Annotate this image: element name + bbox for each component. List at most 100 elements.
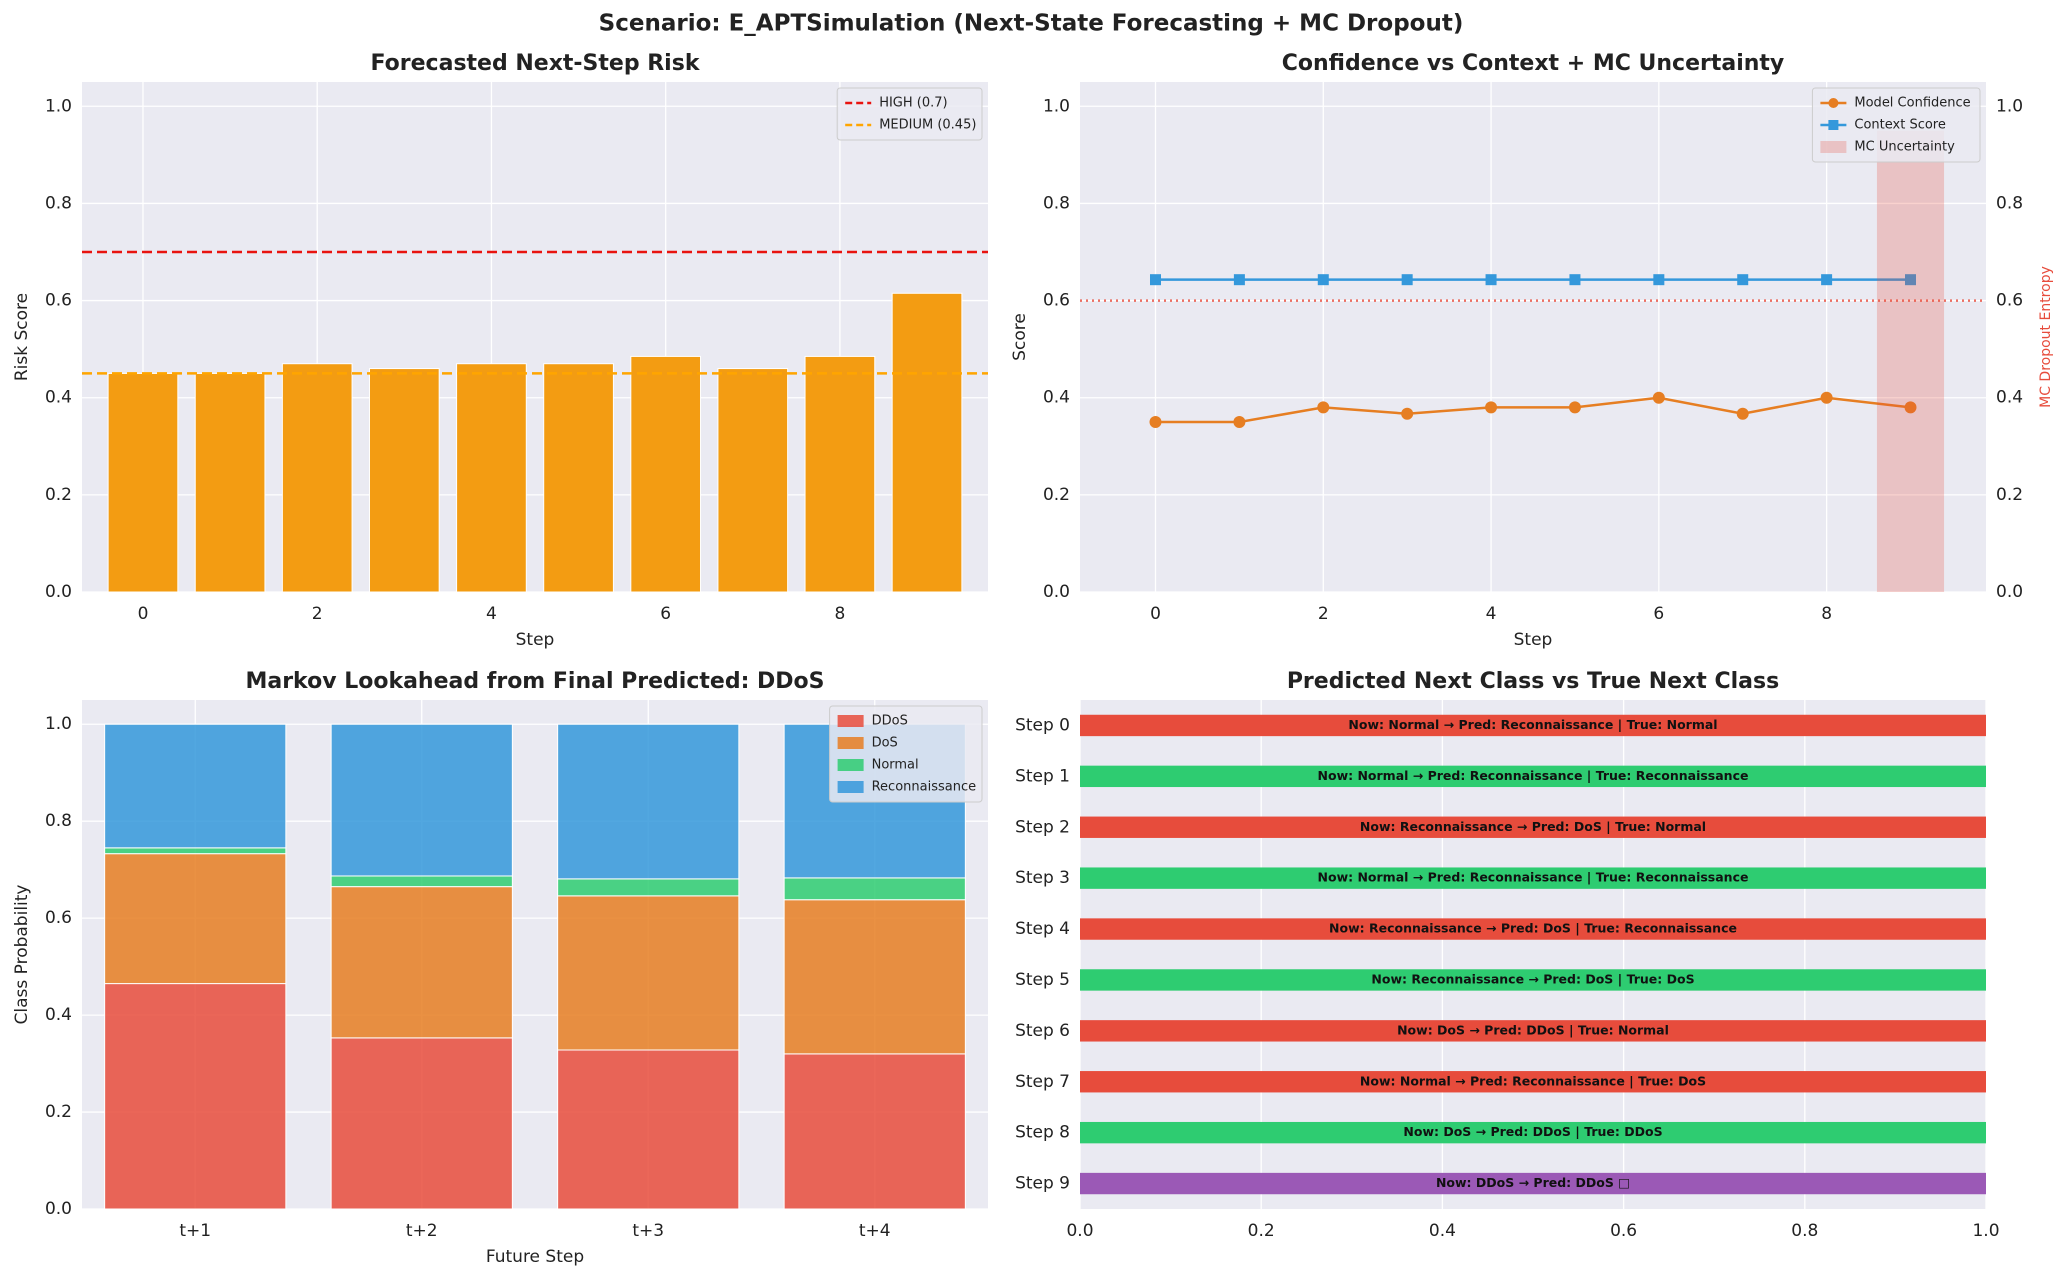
y-tick-label: 0.4 bbox=[45, 388, 72, 408]
bar bbox=[717, 368, 789, 593]
bar bbox=[1080, 918, 1986, 940]
legend-marker bbox=[1828, 120, 1839, 130]
y-tick-label: 1.0 bbox=[1043, 96, 1070, 116]
y-tick-label: 0.8 bbox=[45, 811, 72, 831]
y-tick-label: Step 7 bbox=[1015, 1072, 1070, 1092]
y-tick-label: 0.6 bbox=[45, 908, 72, 928]
legend-box bbox=[1811, 87, 1981, 163]
bar-annotation: Now: DoS → Pred: DDoS | True: DDoS bbox=[1403, 1124, 1662, 1139]
bar-segment bbox=[330, 886, 513, 1039]
bar-annotation: Now: Reconnaissance → Pred: DoS | True: … bbox=[1360, 819, 1706, 834]
marker bbox=[1821, 274, 1833, 286]
y-tick-label: 0.2 bbox=[45, 485, 72, 505]
bar bbox=[804, 355, 876, 593]
x-tick-label: 8 bbox=[1821, 604, 1832, 624]
x-tick-label: 0 bbox=[1150, 604, 1161, 624]
bar bbox=[194, 372, 266, 593]
y-axis-label: Class Probability bbox=[12, 885, 32, 1025]
legend-box bbox=[836, 87, 983, 141]
bar bbox=[1080, 1071, 1986, 1093]
x-tick-label: 0.0 bbox=[1066, 1221, 1093, 1241]
x-tick-label: t+4 bbox=[859, 1221, 891, 1241]
bar bbox=[1080, 1172, 1986, 1195]
y-tick-label: Step 6 bbox=[1015, 1021, 1070, 1041]
legend-swatch bbox=[1820, 141, 1847, 153]
marker bbox=[1736, 407, 1749, 420]
marker bbox=[1653, 274, 1665, 286]
y-tick-label: 0.6 bbox=[45, 291, 72, 311]
legend-label: DoS bbox=[872, 736, 898, 751]
y-tick-label: 1.0 bbox=[45, 714, 72, 734]
y-tick-label: 0.8 bbox=[45, 193, 72, 213]
chart-title: Markov Lookahead from Final Predicted: D… bbox=[245, 669, 824, 694]
y2-tick-label: 0.4 bbox=[1996, 388, 2023, 408]
x-tick-label: 2 bbox=[1318, 604, 1329, 624]
bar bbox=[281, 363, 353, 593]
y-axis-label: Risk Score bbox=[12, 293, 32, 381]
bar-segment bbox=[104, 723, 287, 849]
y-tick-label: 0.0 bbox=[1043, 582, 1070, 602]
x-tick-label: 0.4 bbox=[1429, 1221, 1456, 1241]
chart-title: Predicted Next Class vs True Next Class bbox=[1287, 669, 1779, 694]
marker bbox=[1904, 401, 1917, 414]
y2-tick-label: 0.2 bbox=[1996, 485, 2023, 505]
bar-annotation: Now: Normal → Pred: Reconnaissance | Tru… bbox=[1348, 717, 1717, 732]
y-tick-label: 0.4 bbox=[45, 1005, 72, 1025]
marker bbox=[1905, 274, 1916, 286]
chart-title: Confidence vs Context + MC Uncertainty bbox=[1282, 51, 1785, 76]
x-axis-label: Step bbox=[516, 630, 555, 650]
bar bbox=[107, 372, 179, 593]
y-tick-label: Step 3 bbox=[1015, 868, 1070, 888]
y-tick-label: 0.2 bbox=[1043, 485, 1070, 505]
bar bbox=[543, 363, 614, 593]
marker bbox=[1401, 407, 1414, 420]
y2-tick-label: 0.6 bbox=[1996, 291, 2023, 311]
legend-label: Reconnaissance bbox=[872, 780, 977, 795]
y-tick-label: Step 0 bbox=[1015, 715, 1070, 735]
legend-swatch bbox=[837, 759, 864, 771]
legend-label: MC Uncertainty bbox=[1854, 140, 1955, 155]
x-tick-label: 8 bbox=[834, 604, 845, 624]
legend-label: HIGH (0.7) bbox=[879, 96, 947, 111]
legend-swatch bbox=[837, 737, 864, 749]
bar-segment bbox=[783, 899, 966, 1055]
bar bbox=[1080, 816, 1986, 838]
chart-title: Forecasted Next-Step Risk bbox=[371, 51, 701, 76]
bar bbox=[630, 355, 702, 593]
x-tick-label: t+2 bbox=[406, 1221, 438, 1241]
y2-tick-label: 0.0 bbox=[1996, 582, 2023, 602]
suptitle: Scenario: E_APTSimulation (Next-State Fo… bbox=[599, 11, 1464, 37]
x-tick-label: 1.0 bbox=[1972, 1221, 1999, 1241]
marker bbox=[1150, 274, 1161, 286]
y-tick-label: Step 9 bbox=[1015, 1174, 1070, 1194]
marker bbox=[1317, 274, 1329, 286]
bar-annotation: Now: Reconnaissance → Pred: DoS | True: … bbox=[1329, 921, 1737, 936]
legend-swatch bbox=[837, 715, 864, 727]
y2-tick-label: 1.0 bbox=[1996, 96, 2023, 116]
legend-label: DDoS bbox=[872, 714, 908, 729]
x-tick-label: 4 bbox=[486, 604, 497, 624]
x-tick-label: t+1 bbox=[179, 1221, 211, 1241]
bar-segment bbox=[104, 847, 287, 855]
bar-segment bbox=[783, 1053, 966, 1210]
y-tick-label: Step 5 bbox=[1015, 970, 1070, 990]
bar-annotation: Now: DDoS → Pred: DDoS □ bbox=[1436, 1175, 1630, 1190]
bar-segment bbox=[557, 723, 740, 880]
y2-axis-label: MC Dropout Entropy bbox=[2038, 266, 2054, 408]
bar-segment bbox=[557, 878, 740, 897]
bar bbox=[1080, 969, 1986, 991]
y-tick-label: 0.6 bbox=[1043, 291, 1070, 311]
bar-segment bbox=[330, 1037, 513, 1210]
y-tick-label: 0.8 bbox=[1043, 193, 1070, 213]
y-tick-label: Step 2 bbox=[1015, 817, 1070, 837]
x-tick-label: 2 bbox=[312, 604, 323, 624]
bar bbox=[1080, 765, 1986, 788]
x-tick-label: 0.2 bbox=[1248, 1221, 1275, 1241]
marker bbox=[1485, 274, 1497, 286]
x-tick-label: 0.6 bbox=[1610, 1221, 1637, 1241]
bar bbox=[456, 363, 527, 593]
y-tick-label: 0.2 bbox=[45, 1102, 72, 1122]
y-tick-label: Step 4 bbox=[1015, 919, 1070, 939]
y-axis-label: Score bbox=[1010, 313, 1030, 361]
